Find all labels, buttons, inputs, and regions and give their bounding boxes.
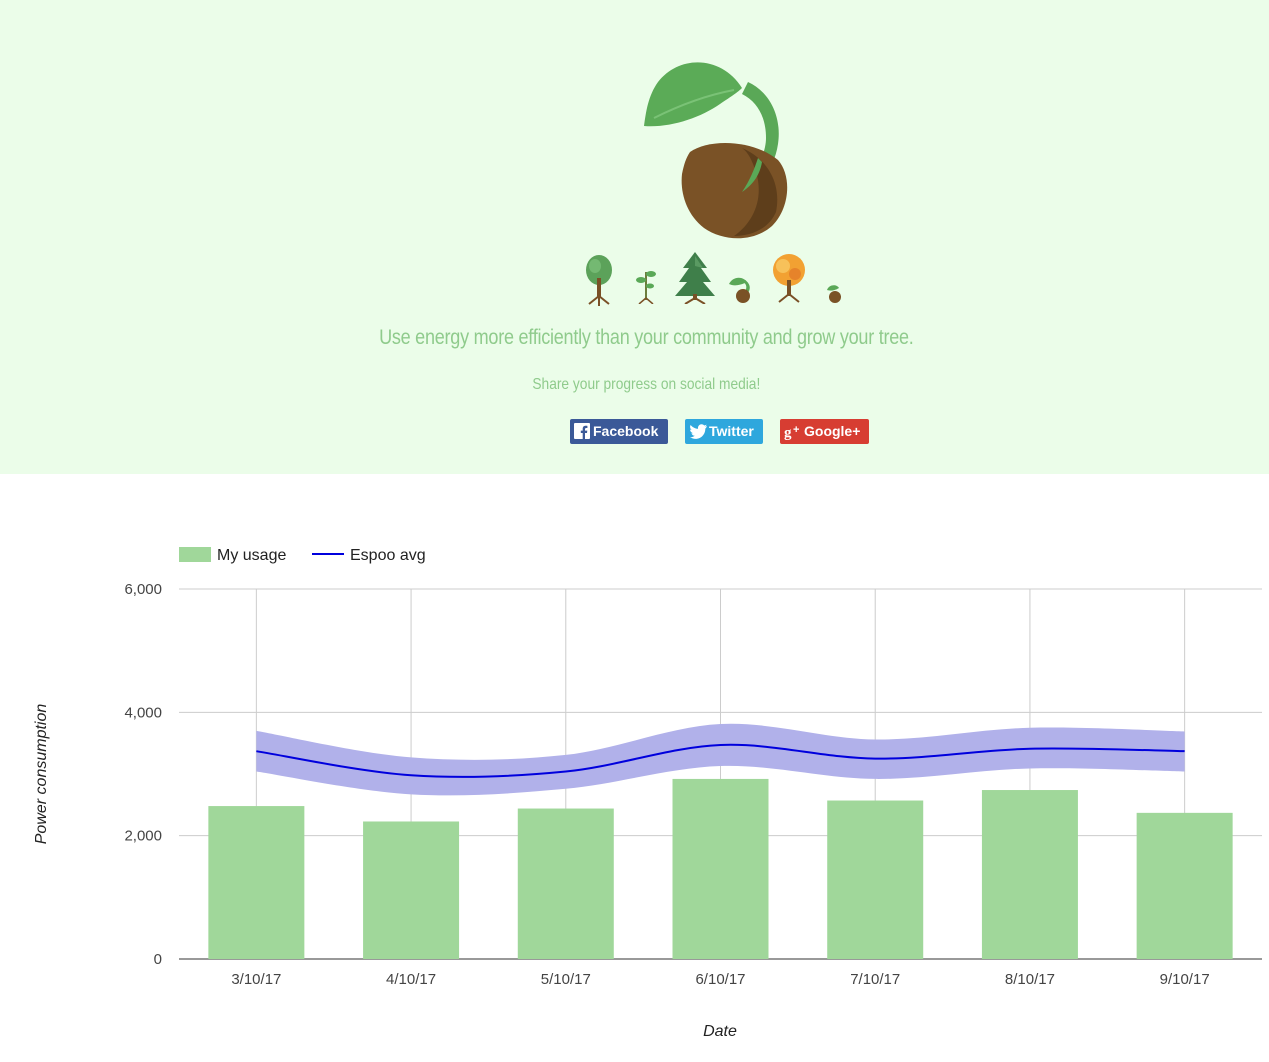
share-prompt: Share your progress on social media! (532, 376, 761, 393)
x-tick-label: 5/10/17 (541, 971, 591, 988)
hero-panel: Use energy more efficiently than your co… (0, 0, 1269, 474)
google-plus-icon: g + (784, 424, 799, 440)
y-axis-ticks: 0 2,000 4,000 6,000 (124, 581, 162, 968)
average-line-path (256, 743, 1185, 778)
twitter-icon (690, 424, 707, 439)
x-axis-ticks: 3/10/17 4/10/17 5/10/17 6/10/17 7/10/17 8/10/… (231, 971, 1209, 988)
twitter-share-button[interactable]: Twitter (685, 419, 763, 444)
y-axis-title: Power consumption (33, 704, 50, 845)
y-tick-label: 4,000 (124, 704, 162, 721)
autumn-tree-icon (773, 254, 805, 303)
tree-stages-row (575, 248, 855, 308)
x-tick-label: 7/10/17 (850, 971, 900, 988)
usage-bars (208, 778, 1233, 959)
chart-legend: My usage Espoo avg (179, 547, 426, 564)
facebook-share-button[interactable]: Facebook (570, 419, 668, 444)
tagline: Use energy more efficiently than your co… (379, 326, 914, 349)
usage-bar (827, 800, 924, 959)
legend-swatch-my-usage (179, 547, 211, 562)
y-tick-label: 2,000 (124, 828, 162, 845)
svg-text:g: g (784, 425, 792, 440)
pine-tree-icon (675, 252, 715, 304)
usage-bar (1136, 812, 1233, 959)
facebook-label: Facebook (593, 423, 659, 439)
seedling-illustration (644, 62, 788, 239)
usage-bar (363, 821, 460, 959)
average-line (256, 743, 1185, 778)
tree-icon (586, 255, 612, 306)
x-tick-label: 6/10/17 (695, 971, 745, 988)
legend-label-my-usage: My usage (217, 547, 286, 564)
google-plus-label: Google+ (804, 423, 861, 439)
chart-svg: My usage Espoo avg 0 2,000 4,000 6,000 3/10… (33, 547, 1262, 1040)
seedling-icon (729, 277, 750, 303)
x-tick-label: 8/10/17 (1005, 971, 1055, 988)
legend-label-espoo-avg: Espoo avg (350, 547, 426, 564)
y-tick-label: 6,000 (124, 581, 162, 598)
google-plus-share-button[interactable]: g + Google+ (780, 419, 869, 444)
usage-chart: My usage Espoo avg 0 2,000 4,000 6,000 3/10… (0, 474, 1269, 1062)
usage-bar (981, 790, 1078, 959)
usage-bar (672, 778, 769, 959)
seed-icon (827, 285, 841, 303)
x-tick-label: 4/10/17 (386, 971, 436, 988)
y-tick-label: 0 (154, 951, 162, 968)
svg-text:+: + (793, 424, 799, 436)
x-tick-label: 3/10/17 (231, 971, 281, 988)
usage-bar (208, 806, 305, 959)
x-tick-label: 9/10/17 (1160, 971, 1210, 988)
x-axis-title: Date (703, 1023, 737, 1040)
sprout-icon (636, 271, 656, 304)
facebook-icon (574, 423, 590, 439)
usage-bar (517, 808, 614, 959)
twitter-label: Twitter (709, 423, 754, 439)
